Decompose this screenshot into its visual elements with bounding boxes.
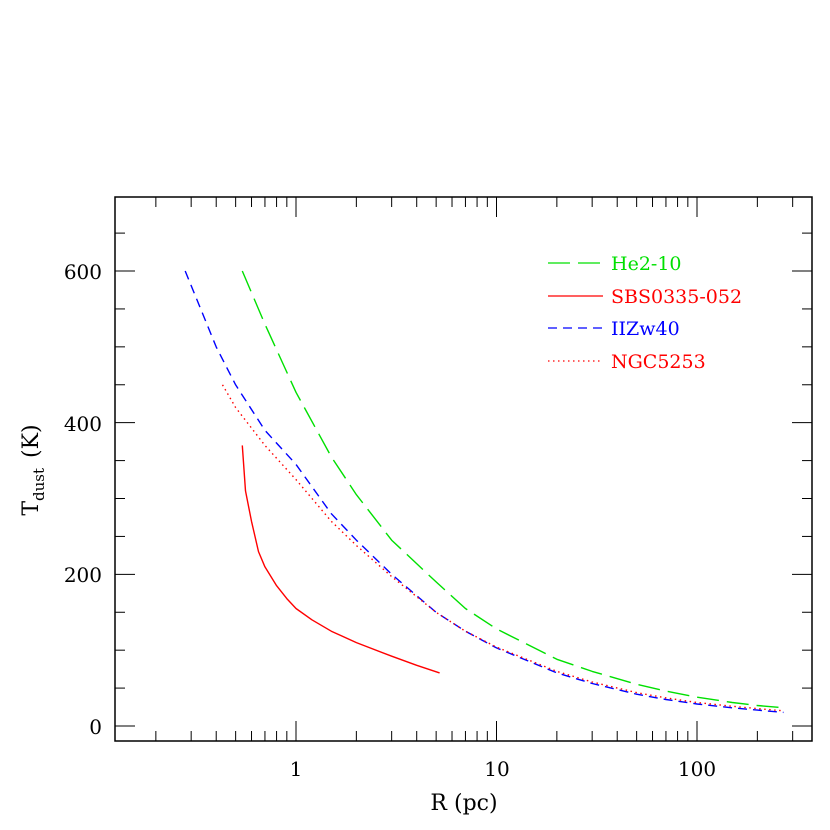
curve-ngc5253 — [221, 384, 784, 712]
x-tick-label-100: 100 — [678, 757, 716, 781]
x-tick-labels: 1 10 100 — [290, 757, 716, 781]
y-axis-label-sub: dust — [30, 468, 48, 501]
plot-frame — [114, 196, 813, 742]
legend-label-sbs0335: SBS0335-052 — [611, 286, 742, 308]
y-tick-label-0: 0 — [89, 715, 102, 739]
data-curves — [184, 270, 784, 714]
y-axis-label: Tdust (K) — [19, 424, 48, 515]
legend-label-iizw40: IIZw40 — [611, 318, 680, 340]
curve-sbs0335-052 — [241, 445, 440, 674]
y-axis-label-main: T — [19, 501, 44, 516]
legend-label-he2-10: He2-10 — [611, 253, 682, 275]
legend-label-ngc5253: NGC5253 — [611, 351, 706, 373]
y-tick-label-600: 600 — [64, 260, 102, 284]
curve-iizw40 — [184, 270, 784, 714]
svg-text:Tdust(K): Tdust (K) — [19, 424, 48, 515]
curve-he2-10 — [241, 270, 784, 709]
legend: He2-10 SBS0335-052 IIZw40 NGC5253 — [548, 253, 742, 373]
x-tick-label-10: 10 — [484, 757, 509, 781]
axis-ticks — [115, 197, 812, 741]
x-tick-label-1: 1 — [290, 757, 303, 781]
x-axis-label: R (pc) — [430, 791, 497, 816]
y-axis-label-unit: (K) — [19, 424, 44, 458]
y-tick-label-200: 200 — [64, 563, 102, 587]
y-tick-labels: 0 200 400 600 — [64, 260, 102, 739]
y-tick-label-400: 400 — [64, 412, 102, 436]
